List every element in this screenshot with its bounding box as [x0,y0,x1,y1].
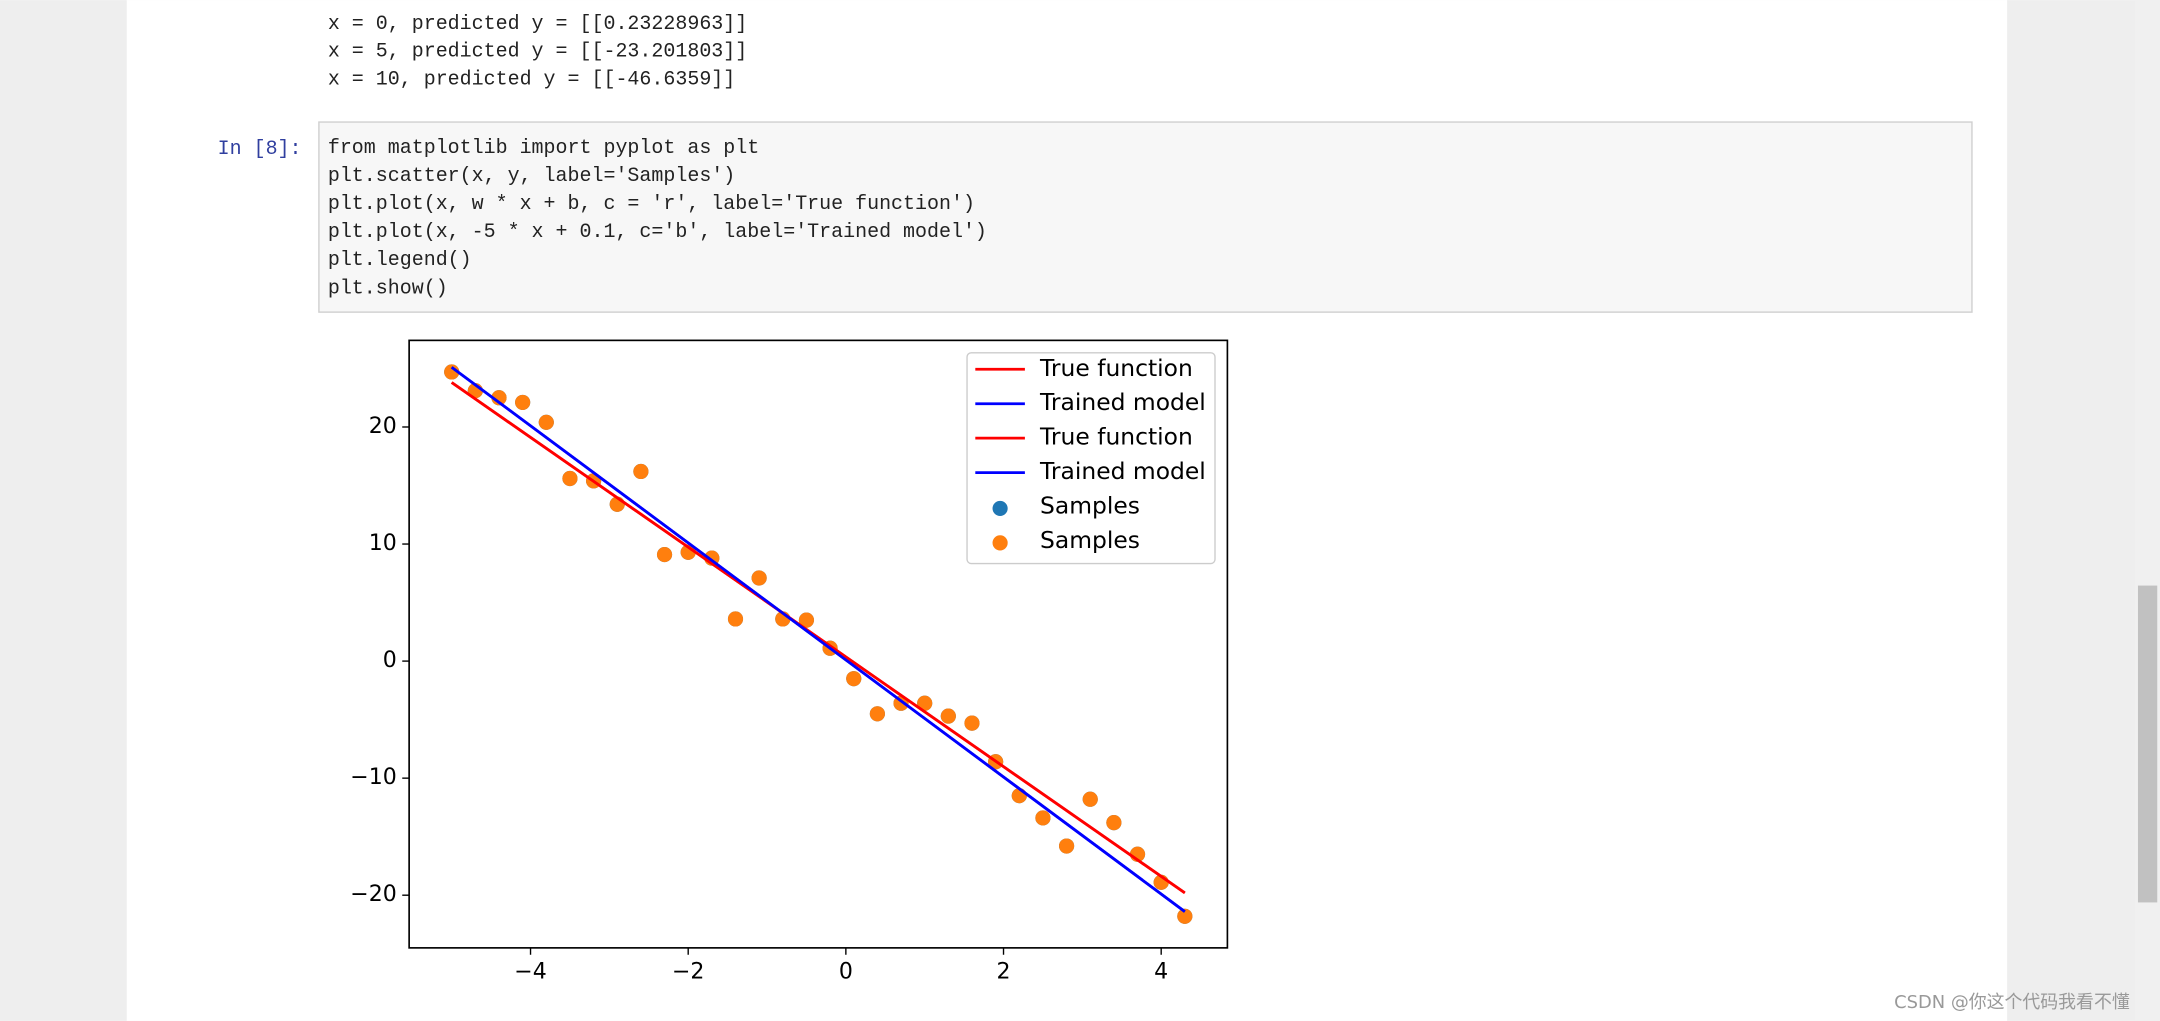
sample-point [656,547,673,563]
legend-label: Samples [1040,492,1140,520]
code-line: plt.legend() [328,248,472,271]
code-line: from matplotlib import pyplot as plt [328,136,759,159]
sample-point [727,611,744,627]
sample-point [964,715,980,731]
legend-label: True function [1039,354,1193,382]
line [450,381,1186,894]
sample-point [1035,810,1051,826]
x-tick-label: −4 [514,960,546,985]
code-cell[interactable] [318,121,1973,313]
legend-swatch [992,500,1008,517]
sample-point [1106,815,1122,831]
code-line: plt.show() [328,276,448,299]
code-line: plt.scatter(x, y, label='Samples') [328,164,735,187]
x-tick-label: 2 [997,960,1011,985]
y-tick-label: 20 [369,414,397,439]
line [450,366,1186,913]
sample-point [1177,908,1193,924]
sample-point [940,708,956,724]
sample-point [869,706,885,722]
sample-point [751,570,767,586]
sample-point [538,414,554,430]
sample-point [798,612,815,628]
legend-box [966,352,1216,565]
sample-point [491,390,507,406]
output-line: x = 0, predicted y = [[0.23228963]] [328,12,747,35]
y-tick-label: 10 [369,531,397,556]
scrollbar-thumb[interactable] [2137,585,2158,903]
x-tick-label: 4 [1154,960,1168,985]
code-line: plt.plot(x, w * x + b, c = 'r', label='T… [328,192,975,215]
x-tick-label: 0 [839,960,853,985]
y-tick-label: 0 [383,648,397,673]
sample-point [917,695,933,711]
legend-label: True function [1039,423,1193,451]
sample-point [1059,838,1075,854]
y-tick-label: −10 [350,765,396,790]
output-line: x = 5, predicted y = [[-23.201803]] [328,40,747,63]
sample-point [515,394,531,410]
legend-swatch [992,535,1008,551]
legend-label: Trained model [1039,457,1206,485]
sample-point [444,364,460,380]
code-line: plt.plot(x, -5 * x + 0.1, c='b', label='… [328,220,987,243]
input-prompt: In [8]: [218,137,302,160]
legend-label: Samples [1040,526,1140,554]
sample-point [1082,791,1098,807]
output-line: x = 10, predicted y = [[-46.6359]] [328,67,735,90]
sample-point [1011,788,1027,804]
sample-point [562,470,578,487]
x-tick-label: −2 [672,960,704,985]
y-tick-label: −20 [350,882,396,907]
axes-frame [408,339,1229,949]
watermark: CSDN @你这个代码我看不懂 [1894,992,2130,1013]
legend-label: Trained model [1039,388,1206,416]
sample-point [846,671,862,687]
sample-point [633,463,649,480]
